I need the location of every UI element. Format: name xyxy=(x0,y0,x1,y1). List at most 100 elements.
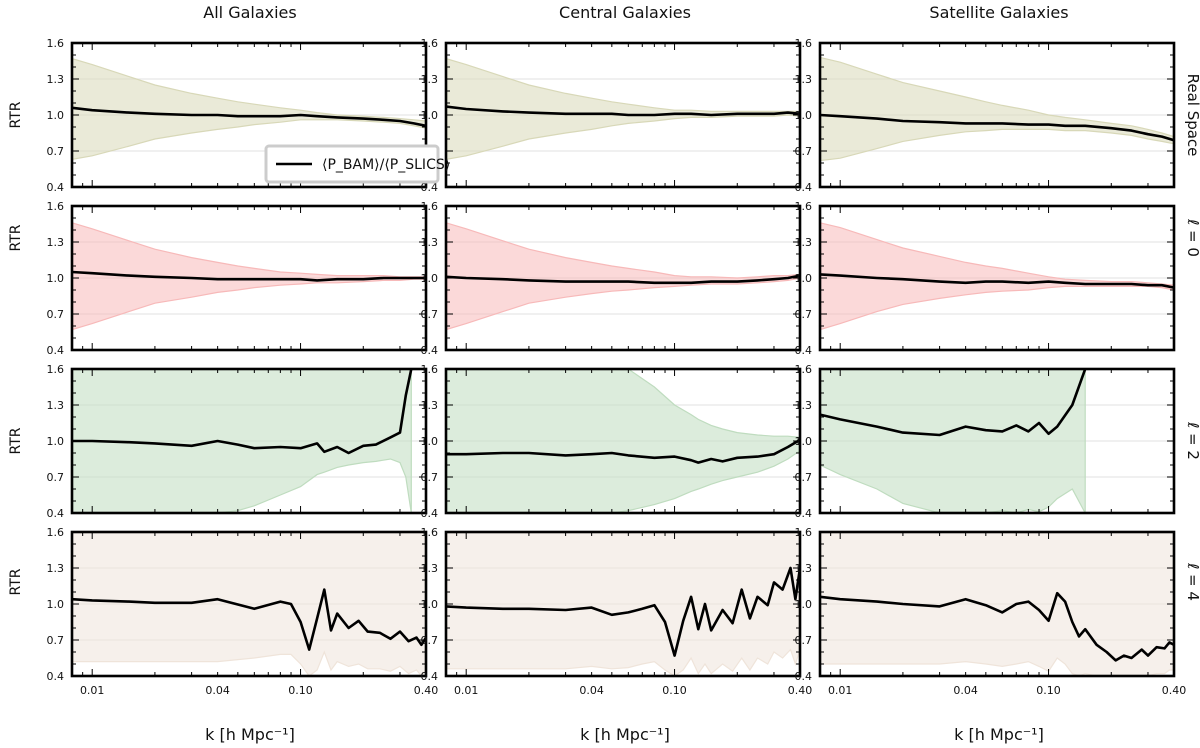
y-tick-label: 0.7 xyxy=(47,145,65,158)
y-tick-label: 1.3 xyxy=(421,399,439,412)
y-axis-label-row-3: RTR xyxy=(8,568,24,595)
panel-r1-c1: 0.4 0.7 1.0 1.3 1.6 xyxy=(421,200,802,357)
panel-plot-area xyxy=(72,532,426,676)
uncertainty-band xyxy=(446,532,800,676)
panel-plot-area xyxy=(446,57,800,161)
panel-plot-area xyxy=(820,56,1174,162)
y-axis-label-row-2: RTR xyxy=(8,427,24,454)
panel-plot-area xyxy=(446,222,800,331)
y-tick-label: 0.7 xyxy=(421,471,439,484)
y-tick-label: 1.3 xyxy=(47,399,65,412)
uncertainty-band xyxy=(446,222,800,331)
panel-plot-area xyxy=(72,222,426,331)
y-tick-label: 1.6 xyxy=(795,526,813,539)
y-tick-label: 1.0 xyxy=(47,435,65,448)
ratio-line xyxy=(820,369,1087,437)
row-label-l2: ℓ = 2 xyxy=(1184,421,1200,460)
y-tick-label: 0.4 xyxy=(421,670,439,683)
panel-r2-c1: 0.4 0.7 1.0 1.3 1.6 xyxy=(421,363,802,520)
y-tick-label: 0.4 xyxy=(47,181,65,194)
y-tick-label: 0.4 xyxy=(47,670,65,683)
row-label-real-space: Real Space xyxy=(1184,74,1200,157)
uncertainty-band xyxy=(820,532,1174,676)
x-tick-label: 0.04 xyxy=(579,684,604,697)
ratio-line xyxy=(820,113,1174,142)
y-tick-label: 0.4 xyxy=(795,344,813,357)
y-axis-label-row-1: RTR xyxy=(8,224,24,251)
y-tick-label: 1.0 xyxy=(795,598,813,611)
y-tick-label: 1.6 xyxy=(421,526,439,539)
x-tick-label: 0.01 xyxy=(80,684,105,697)
y-tick-label: 1.6 xyxy=(421,363,439,376)
x-tick-label: 0.04 xyxy=(953,684,978,697)
y-tick-label: 1.3 xyxy=(421,562,439,575)
uncertainty-band xyxy=(820,369,1086,513)
panel-frame xyxy=(818,530,1176,678)
panel-frame xyxy=(818,204,1176,352)
y-tick-label: 1.0 xyxy=(47,109,65,122)
uncertainty-band xyxy=(72,532,426,676)
uncertainty-band xyxy=(72,57,426,161)
panel-r3-c1: 0.4 0.7 1.0 1.3 1.6 0.01 0.04 0.10 0.40 xyxy=(421,526,813,697)
panel-frame xyxy=(70,530,428,678)
y-tick-label: 1.6 xyxy=(47,363,65,376)
y-tick-label: 0.4 xyxy=(421,344,439,357)
x-tick-label: 0.40 xyxy=(414,684,439,697)
y-tick-label: 1.6 xyxy=(421,37,439,50)
y-tick-label: 1.0 xyxy=(421,109,439,122)
panel-r1-c0: 0.4 0.7 1.0 1.3 1.6 xyxy=(47,200,428,357)
panel-plot-area xyxy=(820,369,1087,513)
ratio-line xyxy=(72,588,426,651)
y-tick-label: 0.7 xyxy=(795,145,813,158)
y-tick-label: 0.4 xyxy=(421,181,439,194)
y-tick-label: 0.4 xyxy=(47,507,65,520)
y-tick-label: 1.6 xyxy=(421,200,439,213)
x-axis-label-col-0: k [h Mpc⁻¹] xyxy=(205,725,295,744)
panel-frame xyxy=(818,41,1176,189)
y-tick-label: 0.7 xyxy=(795,471,813,484)
panel-r1-c2: 0.4 0.7 1.0 1.3 1.6 xyxy=(795,200,1176,357)
uncertainty-band xyxy=(820,222,1174,331)
y-tick-label: 1.6 xyxy=(47,37,65,50)
y-tick-label: 1.3 xyxy=(47,73,65,86)
y-tick-label: 1.6 xyxy=(795,37,813,50)
panel-r2-c0: 0.4 0.7 1.0 1.3 1.6 xyxy=(47,363,428,520)
panel-plot-area xyxy=(446,532,800,676)
column-title-all: All Galaxies xyxy=(203,3,296,22)
x-axis-label-col-2: k [h Mpc⁻¹] xyxy=(954,725,1044,744)
x-tick-label: 0.40 xyxy=(1162,684,1187,697)
y-tick-label: 0.7 xyxy=(47,471,65,484)
panel-plot-area xyxy=(820,222,1174,331)
y-tick-label: 1.3 xyxy=(47,562,65,575)
column-titles: All Galaxies Central Galaxies Satellite … xyxy=(203,3,1068,22)
y-tick-label: 0.4 xyxy=(795,670,813,683)
y-tick-label: 1.0 xyxy=(795,272,813,285)
panel-r3-c2: 0.4 0.7 1.0 1.3 1.6 0.01 0.04 0.10 0.40 xyxy=(795,526,1187,697)
panel-r0-c0: 0.4 0.7 1.0 1.3 1.6 xyxy=(47,37,428,194)
panel-r0-c2: 0.4 0.7 1.0 1.3 1.6 xyxy=(795,37,1176,194)
ratio-line xyxy=(820,591,1174,662)
y-tick-label: 1.3 xyxy=(421,73,439,86)
y-axis-label-row-0: RTR xyxy=(8,101,24,128)
legend: ⟨P_BAM⟩/⟨P_SLICS⟩ xyxy=(264,144,450,184)
column-title-central: Central Galaxies xyxy=(559,3,691,22)
ratio-line xyxy=(820,273,1174,289)
column-title-satellite: Satellite Galaxies xyxy=(929,3,1068,22)
ratio-line xyxy=(72,369,413,455)
legend-box xyxy=(264,144,440,184)
ratio-line xyxy=(72,106,426,128)
y-tick-label: 0.4 xyxy=(47,344,65,357)
y-tick-label: 1.6 xyxy=(47,526,65,539)
panel-plot-area xyxy=(446,369,800,513)
y-tick-label: 1.3 xyxy=(795,236,813,249)
y-tick-label: 1.0 xyxy=(795,435,813,448)
x-axis-labels: k [h Mpc⁻¹] k [h Mpc⁻¹] k [h Mpc⁻¹] xyxy=(205,725,1044,744)
row-label-l4: ℓ = 4 xyxy=(1184,562,1200,601)
x-tick-label: 0.10 xyxy=(662,684,687,697)
uncertainty-band xyxy=(446,369,800,513)
y-tick-label: 1.3 xyxy=(795,562,813,575)
y-tick-label: 0.7 xyxy=(47,308,65,321)
ratio-line xyxy=(446,274,800,285)
y-tick-label: 1.0 xyxy=(421,598,439,611)
